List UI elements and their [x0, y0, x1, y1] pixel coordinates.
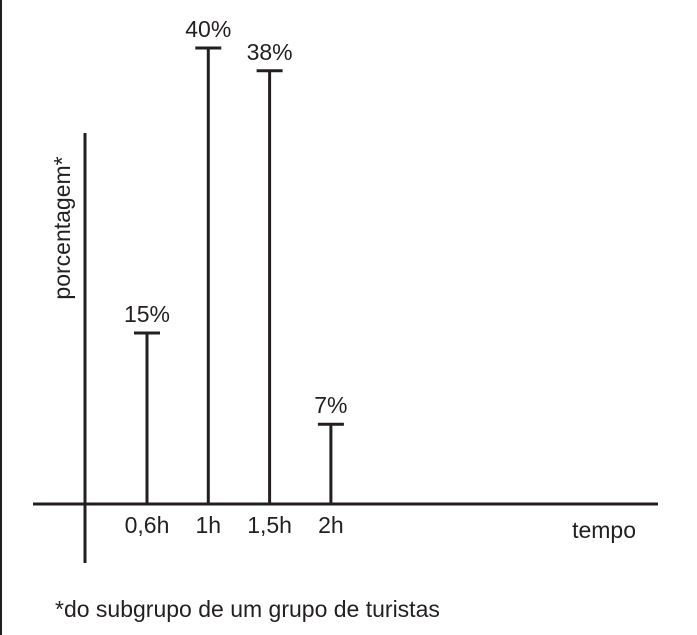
x-tick-label: 1,5h: [247, 512, 292, 538]
x-tick-label: 2h: [318, 512, 344, 538]
x-tick-label: 0,6h: [125, 512, 170, 538]
footnote: *do subgrupo de um grupo de turistas: [55, 596, 440, 622]
y-axis-label: porcentagem*: [49, 156, 75, 299]
data-label: 40%: [185, 16, 231, 42]
x-tick-label: 1h: [196, 512, 222, 538]
data-label: 7%: [314, 392, 347, 418]
x-axis-label: tempo: [572, 517, 636, 543]
data-label: 15%: [124, 301, 170, 327]
data-label: 38%: [247, 39, 293, 65]
